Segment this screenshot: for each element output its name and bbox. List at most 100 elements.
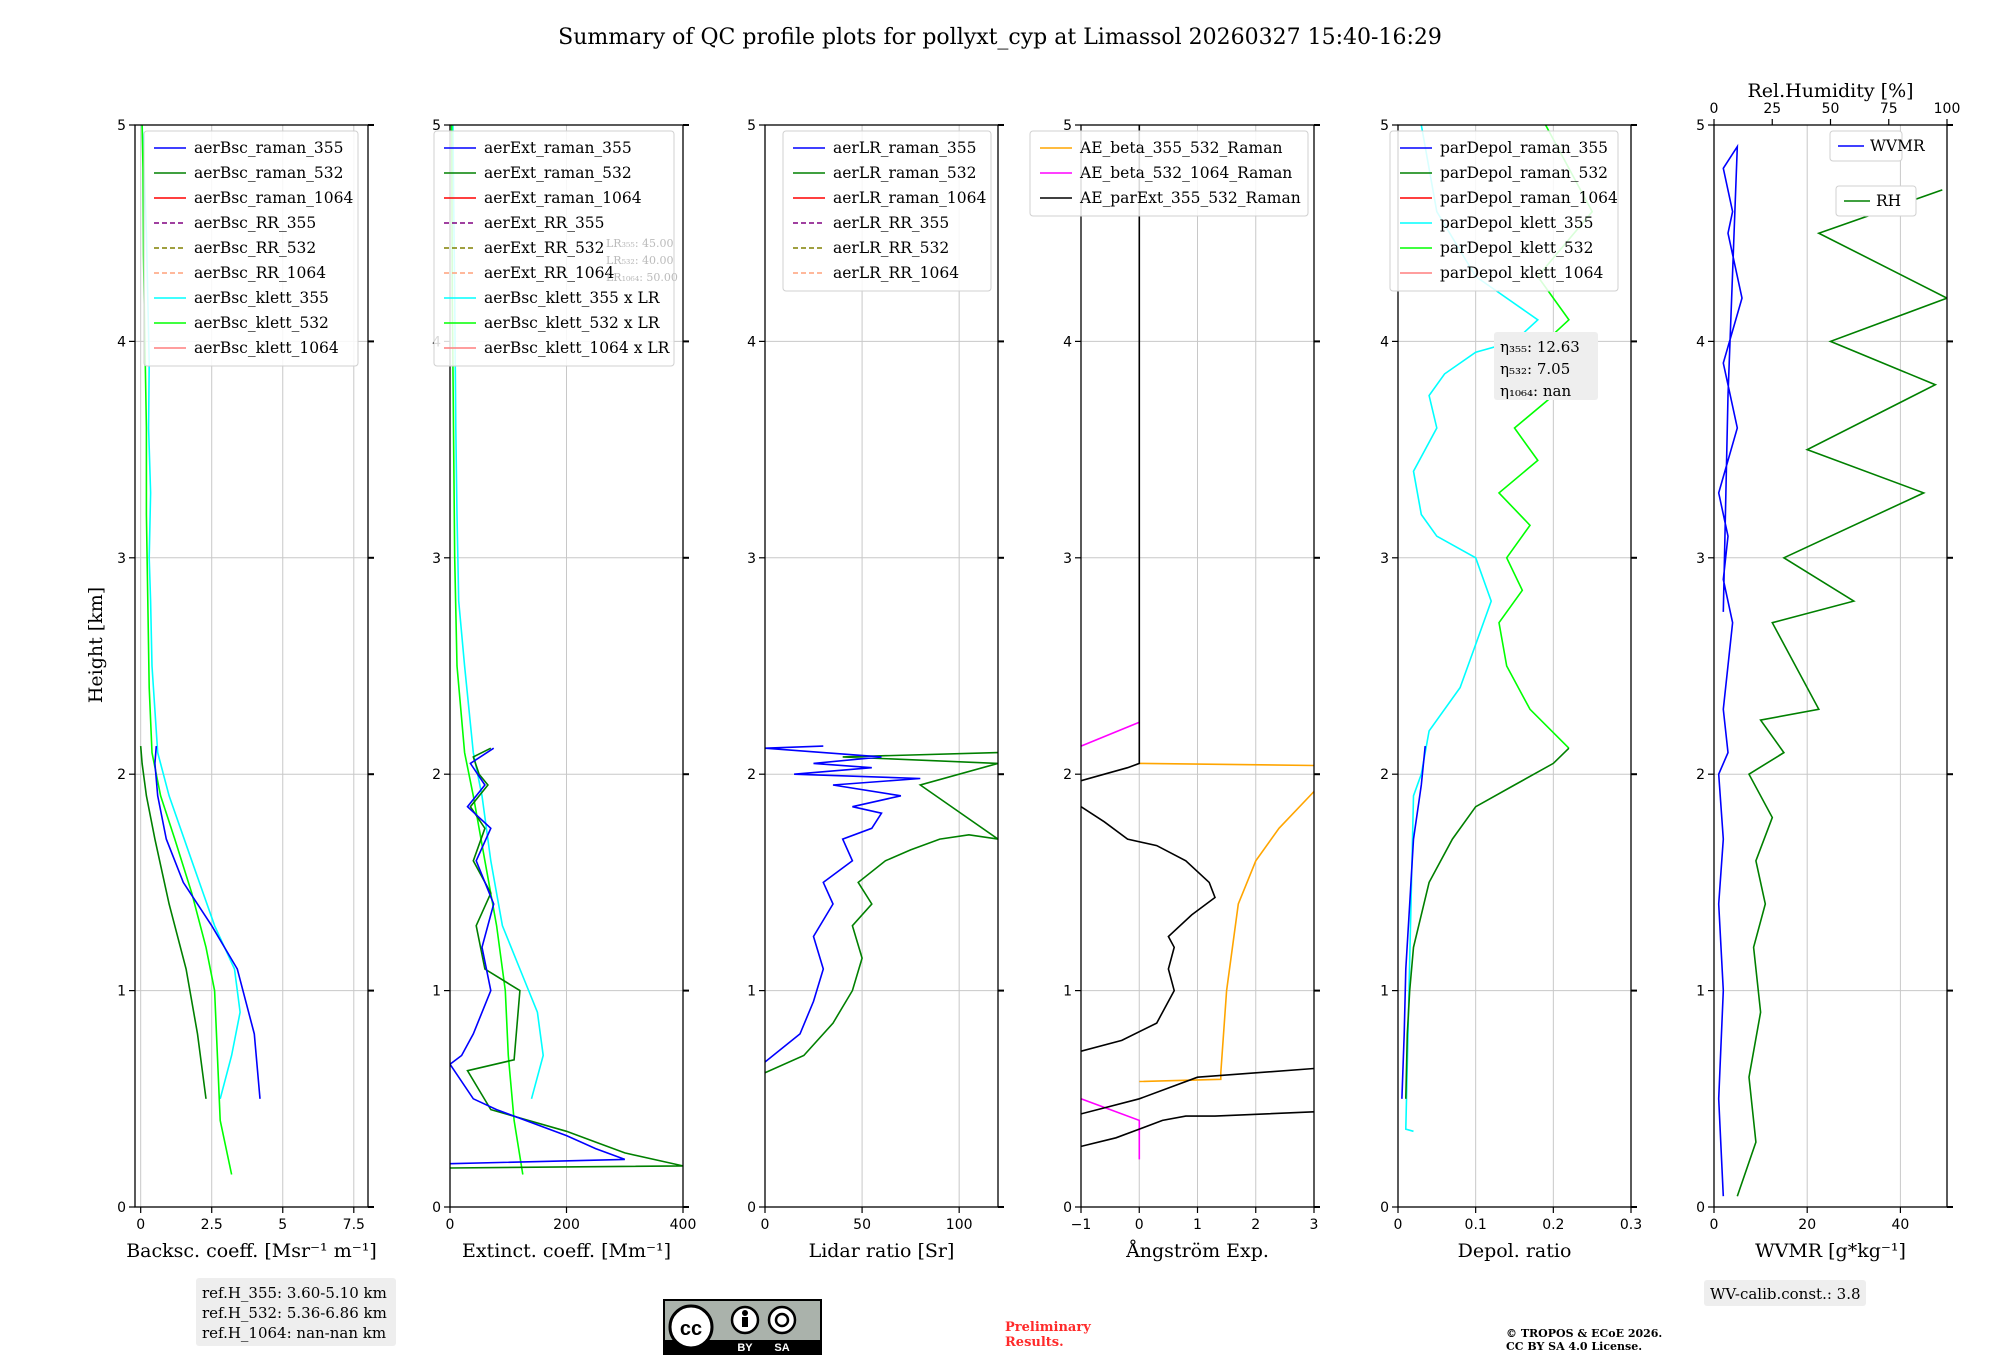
series-line-parDepol_raman_355 [1401,746,1426,1099]
x-axis-label: Depol. ratio [1458,1240,1572,1262]
x2-tick-label: 25 [1763,101,1781,117]
y-tick-label: 1 [1063,984,1072,1000]
x2-tick-label: 75 [1880,101,1898,117]
y-tick-label: 1 [747,984,756,1000]
series-line-parDepol_klett_532 [1497,125,1594,749]
x2-tick-label: 0 [1710,101,1719,117]
legend-entry: aerBsc_raman_355 [194,139,344,157]
y-tick-label: 1 [1696,984,1705,1000]
legend-entry: aerBsc_klett_532 [194,314,329,332]
lidar-ratio-note: LR₅₃₂: 40.00 [606,254,674,267]
x2-tick-label: 50 [1822,101,1840,117]
legend-entry: aerBsc_klett_1064 x LR [484,339,671,357]
series-line-AE_beta_532_1064_Raman [1081,1098,1141,1160]
legend-entry: aerBsc_RR_355 [194,214,316,232]
x-tick-label: 3 [1310,1217,1319,1233]
series-line-aerExt_raman_532 [450,747,683,1169]
legend-entry: parDepol_raman_355 [1440,139,1608,157]
y-tick-label: 5 [1380,118,1389,134]
x-tick-label: 0 [446,1217,455,1233]
y-tick-label: 0 [432,1200,441,1216]
legend-entry: parDepol_raman_532 [1440,164,1608,182]
legend-box [1029,130,1309,217]
x-tick-label: 0.3 [1620,1217,1642,1233]
y-tick-label: 3 [117,551,126,567]
legend-entry: aerLR_RR_355 [833,214,949,232]
panel-depol: 0 1 2 3 4 5 0 0.1 0.2 0.3 Depol. ratio parDepol_ram… [1380,118,1642,1262]
legend-entry: aerBsc_klett_532 x LR [484,314,661,332]
x-tick-label: 0 [136,1217,145,1233]
y-tick-label: 5 [1696,118,1705,134]
panel-backscatter: 0 1 2 3 4 5 0 2.5 5 7.5 Backsc. coeff. [Msr⁻¹ m⁻¹]… [117,118,377,1262]
x-axis-label: Extinct. coeff. [Mm⁻¹] [462,1240,671,1262]
y-tick-label: 4 [117,334,126,350]
y-tick-label: 2 [747,767,756,783]
legend-entry: parDepol_raman_1064 [1440,189,1618,207]
series-line-AE_parExt_355_532_Raman_b [1081,1067,1314,1115]
x-tick-label: 0.2 [1542,1217,1564,1233]
x2-tick-label: 100 [1934,101,1961,117]
y-tick-label: 0 [1380,1200,1389,1216]
reference-heights-box: ref.H_355: 3.60-5.10 km ref.H_532: 5.36-… [196,1278,396,1346]
sa-share-icon [767,1305,797,1335]
wv-calib-box: WV-calib.const.: 3.8 [1704,1280,1866,1306]
y-tick-label: 0 [1696,1200,1705,1216]
x-tick-label: 2 [1251,1217,1260,1233]
legend-entry: WVMR [1870,137,1926,155]
x-tick-label: 40 [1891,1217,1909,1233]
depol-eta-value: η₃₅₅: 12.63 [1500,338,1580,356]
x2-axis-label: Rel.Humidity [%] [1747,80,1913,102]
x-tick-label: 50 [853,1217,871,1233]
preliminary-line-2: Results. [1005,1335,1064,1350]
series-line-aerBsc_raman_532 [139,746,207,1099]
y-tick-label: 2 [117,767,126,783]
ref-height-355: ref.H_355: 3.60-5.10 km [202,1284,387,1302]
y-tick-label: 5 [1063,118,1072,134]
series-line-AE_beta_355_532_Raman_b [1139,762,1314,767]
legend-entry: aerBsc_klett_355 x LR [484,289,661,307]
legend-entry: aerLR_raman_355 [833,139,976,157]
figure-title: Summary of QC profile plots for pollyxt_… [558,25,1442,50]
x-tick-label: 100 [946,1217,973,1233]
preliminary-line-1: Preliminary [1005,1320,1091,1335]
panel-frame [1713,124,1948,1208]
series-line-aerLR_raman_355 [765,745,921,1063]
y-tick-label: 2 [432,767,441,783]
series-line-AE_parExt_355_532_Raman_c [1081,806,1216,1052]
y-tick-label: 2 [1696,767,1705,783]
legend-entry: aerExt_raman_532 [484,164,632,182]
sa-label: SA [774,1342,789,1354]
legend-box [782,130,992,292]
x-tick-label: 0 [1710,1217,1719,1233]
series-line-aerBsc_klett_532 x LR [450,125,524,1175]
panel-frame [1397,124,1632,1208]
series-line-aerExt_raman_355 [450,747,626,1165]
x-tick-label: 2.5 [201,1217,223,1233]
x-axis-label: Lidar ratio [Sr] [809,1240,955,1262]
x-axis-label: Ångström Exp. [1125,1240,1269,1262]
series-line-AE_beta_532_1064_Raman_b [1081,721,1140,747]
lidar-ratio-note: LR₃₅₅: 45.00 [606,237,674,250]
copyright-line-1: © TROPOS & ECoE 2026. [1506,1327,1662,1340]
x-tick-label: 200 [553,1217,580,1233]
y-tick-label: 4 [1063,334,1072,350]
legend-entry: aerBsc_RR_1064 [194,264,326,282]
legend-box [1829,130,1903,162]
x-tick-label: 0 [1394,1217,1403,1233]
legend-entry: parDepol_klett_1064 [1440,264,1603,282]
legend-box [143,130,359,367]
legend-entry: aerBsc_raman_1064 [194,189,354,207]
x-tick-label: 7.5 [343,1217,365,1233]
ref-height-1064: ref.H_1064: nan-nan km [202,1324,386,1342]
legend-entry: aerExt_RR_1064 [484,264,615,282]
y-tick-label: 3 [747,551,756,567]
legend-entry: AE_parExt_355_532_Raman [1079,189,1301,207]
panel-frame [764,124,999,1208]
legend-box [1835,185,1917,217]
cc-icon [668,1304,714,1350]
